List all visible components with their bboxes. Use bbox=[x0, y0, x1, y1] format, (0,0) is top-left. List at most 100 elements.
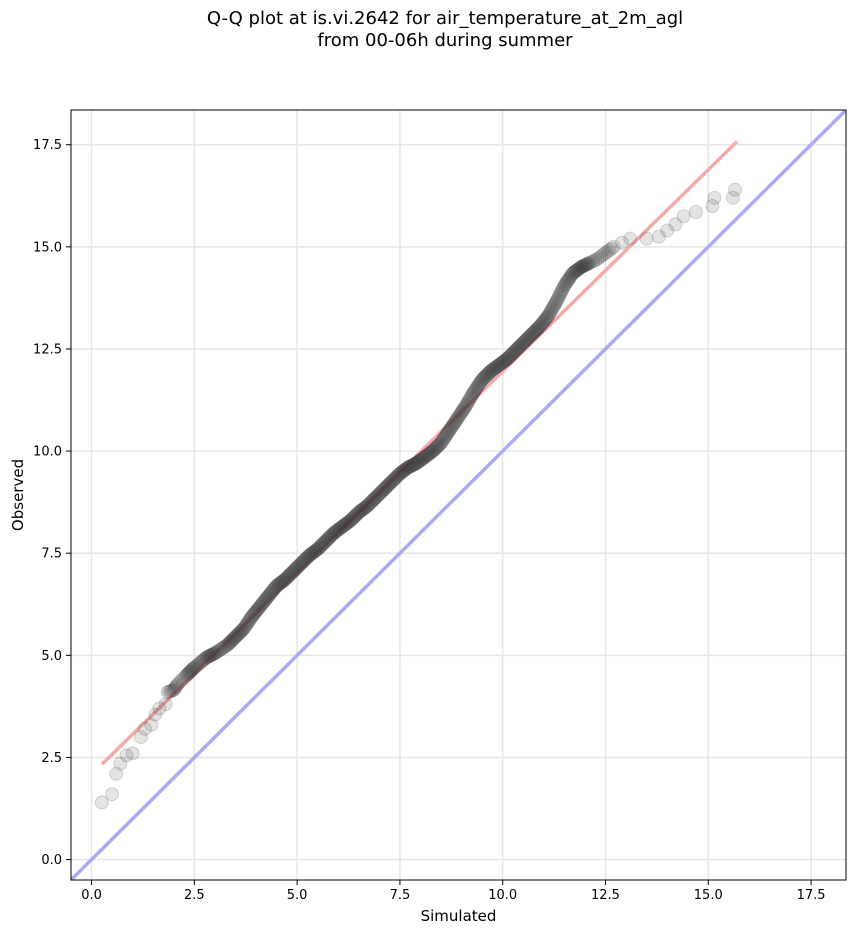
data-point bbox=[192, 656, 207, 671]
data-point bbox=[259, 591, 274, 606]
data-point bbox=[525, 326, 540, 341]
data-point bbox=[523, 328, 538, 343]
data-point bbox=[602, 242, 617, 257]
data-point bbox=[561, 273, 576, 288]
data-point bbox=[237, 620, 252, 635]
data-point bbox=[125, 746, 140, 761]
data-point bbox=[433, 436, 448, 451]
data-point bbox=[495, 355, 510, 370]
data-point bbox=[222, 635, 237, 650]
data-point bbox=[329, 523, 344, 538]
data-point bbox=[539, 311, 554, 326]
data-point bbox=[152, 701, 167, 716]
data-point bbox=[413, 453, 428, 468]
data-point bbox=[436, 431, 451, 446]
data-point bbox=[417, 450, 432, 465]
data-point bbox=[258, 592, 273, 607]
data-point bbox=[388, 471, 403, 486]
data-point bbox=[285, 565, 300, 580]
data-point bbox=[537, 313, 552, 328]
data-point bbox=[264, 585, 279, 600]
data-point bbox=[344, 512, 359, 527]
data-point bbox=[524, 327, 539, 342]
data-point bbox=[190, 658, 205, 673]
data-point bbox=[243, 610, 258, 625]
data-point bbox=[548, 296, 563, 311]
data-point bbox=[459, 397, 474, 412]
data-point bbox=[660, 223, 675, 238]
data-point bbox=[565, 266, 580, 281]
data-point bbox=[406, 457, 421, 472]
data-point bbox=[415, 451, 430, 466]
data-point bbox=[252, 600, 267, 615]
data-point bbox=[458, 399, 473, 414]
data-point bbox=[163, 684, 178, 699]
data-point bbox=[246, 607, 261, 622]
data-point bbox=[317, 535, 332, 550]
data-point bbox=[596, 247, 611, 262]
data-point bbox=[315, 537, 330, 552]
data-point bbox=[177, 670, 192, 685]
data-point bbox=[186, 661, 201, 676]
data-point bbox=[543, 304, 558, 319]
data-point bbox=[311, 541, 326, 556]
data-point bbox=[492, 357, 507, 372]
data-point bbox=[515, 336, 530, 351]
data-point bbox=[529, 322, 544, 337]
data-point bbox=[353, 503, 368, 518]
data-point bbox=[546, 299, 561, 314]
data-point bbox=[213, 642, 228, 657]
data-point bbox=[439, 427, 454, 442]
data-point bbox=[496, 354, 511, 369]
data-point bbox=[309, 542, 324, 557]
data-point bbox=[347, 509, 362, 524]
data-point bbox=[368, 491, 383, 506]
data-point bbox=[341, 514, 356, 529]
data-point bbox=[294, 556, 309, 571]
data-point bbox=[450, 411, 465, 426]
data-point bbox=[423, 445, 438, 460]
data-point bbox=[507, 344, 522, 359]
data-point bbox=[187, 660, 202, 675]
points-layer bbox=[94, 182, 742, 810]
data-point bbox=[676, 209, 691, 224]
data-point bbox=[432, 437, 447, 452]
data-point bbox=[485, 363, 500, 378]
data-point bbox=[250, 602, 265, 617]
data-point bbox=[300, 550, 315, 565]
data-point bbox=[402, 459, 417, 474]
data-point bbox=[217, 639, 232, 654]
data-point bbox=[560, 274, 575, 289]
chart-title: Q-Q plot at is.vi.2642 for air_temperatu… bbox=[0, 8, 856, 52]
data-point bbox=[588, 253, 603, 268]
data-point bbox=[233, 624, 248, 639]
data-point bbox=[416, 450, 431, 465]
data-point bbox=[257, 593, 272, 608]
data-point bbox=[144, 717, 159, 732]
data-point bbox=[204, 648, 219, 663]
data-point bbox=[230, 628, 245, 643]
data-point bbox=[491, 358, 506, 373]
data-point bbox=[520, 331, 535, 346]
data-point bbox=[571, 261, 586, 276]
data-point bbox=[538, 312, 553, 327]
data-point bbox=[332, 521, 347, 536]
data-point bbox=[461, 394, 476, 409]
data-point bbox=[221, 637, 236, 652]
data-point bbox=[313, 539, 328, 554]
data-point bbox=[705, 198, 720, 213]
data-point bbox=[444, 419, 459, 434]
data-point bbox=[185, 662, 200, 677]
data-point bbox=[358, 500, 373, 515]
data-point bbox=[365, 493, 380, 508]
data-point bbox=[514, 337, 529, 352]
data-point bbox=[580, 257, 595, 272]
data-point bbox=[94, 795, 109, 810]
data-point bbox=[356, 501, 371, 516]
data-point bbox=[275, 574, 290, 589]
data-point bbox=[441, 425, 456, 440]
data-point bbox=[343, 513, 358, 528]
data-point bbox=[513, 338, 528, 353]
data-point bbox=[501, 350, 516, 365]
data-point bbox=[482, 365, 497, 380]
